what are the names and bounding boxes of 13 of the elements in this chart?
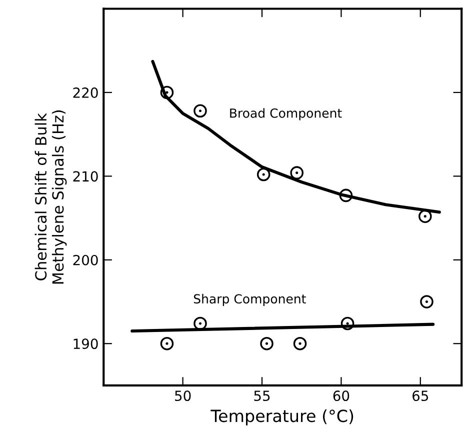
x-tick-label: 55 xyxy=(254,390,270,402)
annotation: Broad Component xyxy=(230,108,342,120)
annotation: Sharp Component xyxy=(194,294,306,306)
y-tick-label: 220 xyxy=(73,87,98,98)
x-axis-title: Temperature (°C) xyxy=(210,409,354,426)
x-tick-label: 50 xyxy=(175,390,191,402)
line-series xyxy=(151,60,441,214)
y-tick-label: 200 xyxy=(73,254,98,266)
x-tick-label: 60 xyxy=(333,390,350,402)
y-tick-label: 210 xyxy=(73,171,98,182)
y-axis-title: Chemical Shift of Bulk Methylene Signals (Hz) xyxy=(34,110,67,284)
x-tick-label: 65 xyxy=(412,390,428,402)
y-tick-label: 190 xyxy=(74,338,98,350)
